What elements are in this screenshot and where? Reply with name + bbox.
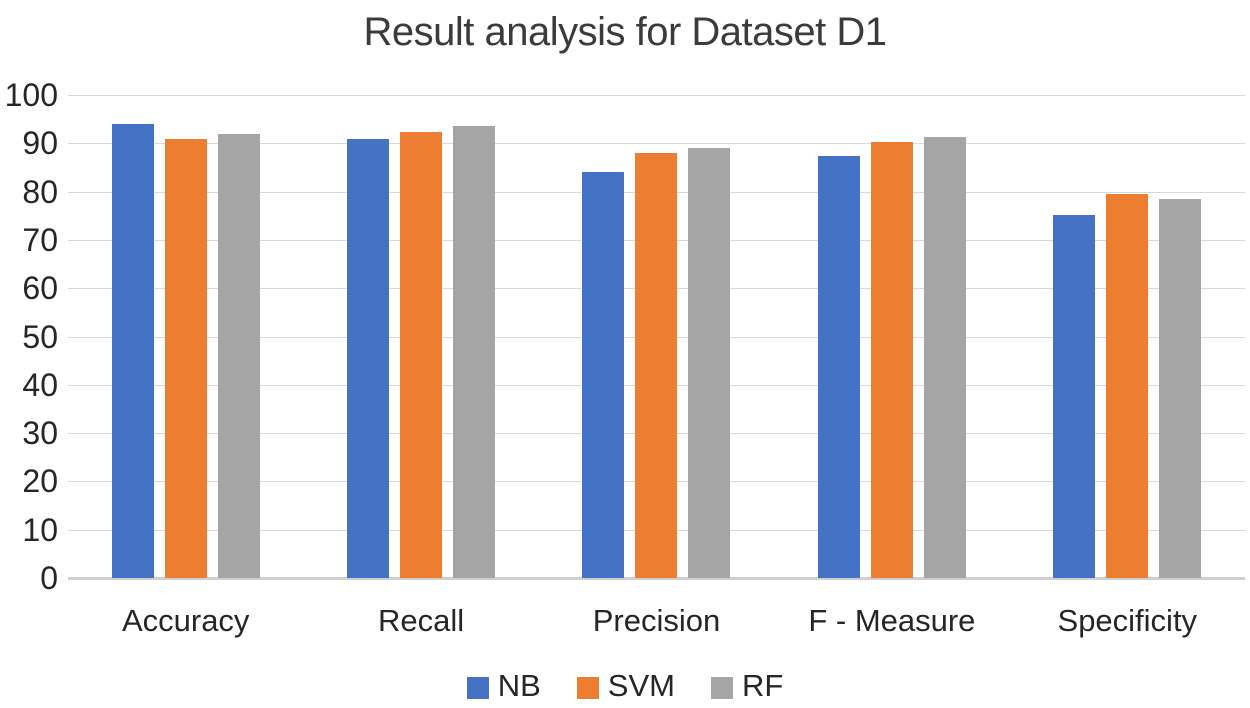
bar-rf (923, 137, 966, 578)
bar-svm (635, 152, 678, 578)
category-label: Recall (378, 603, 465, 638)
chart-title: Result analysis for Dataset D1 (363, 10, 887, 54)
legend-label: NB (497, 668, 541, 703)
y-tick-label: 90 (22, 125, 58, 162)
bar-svm (1106, 193, 1149, 578)
legend-item-nb: NB (466, 668, 541, 704)
y-tick-label: 10 (22, 511, 58, 548)
y-tick-label: 70 (22, 221, 58, 258)
legend: NB SVM RF (0, 668, 1250, 704)
bar-nb (111, 123, 154, 578)
y-tick-label: 40 (22, 366, 58, 403)
bar-rf (217, 133, 260, 578)
bar-nb (817, 156, 860, 578)
x-axis-line (68, 577, 1245, 580)
y-tick-label: 100 (4, 77, 58, 113)
plot-area (68, 95, 1245, 580)
bar-nb (582, 172, 625, 578)
legend-swatch-icon (710, 676, 733, 699)
y-tick-label: 50 (22, 318, 58, 355)
legend-swatch-icon (576, 676, 599, 699)
bar-svm (870, 142, 913, 578)
bar-svm (164, 139, 207, 578)
legend-label: RF (741, 668, 784, 703)
bar-rf (688, 148, 731, 578)
category-label: Specificity (1057, 603, 1198, 638)
bar-nb (347, 139, 390, 578)
category-label: Accuracy (121, 603, 250, 638)
y-tick-label: 0 (40, 560, 58, 596)
bar-rf (1159, 198, 1202, 578)
legend-label: SVM (607, 668, 675, 703)
bar-group-recall (303, 95, 538, 578)
legend-item-svm: SVM (576, 668, 675, 704)
y-tick-label: 20 (22, 463, 58, 500)
gridline (68, 143, 1245, 145)
legend-swatch-icon (466, 676, 489, 699)
gridline (68, 95, 1245, 96)
bar-group-f-measure (774, 95, 1009, 578)
y-tick-label: 60 (22, 270, 58, 307)
category-label: Precision (592, 603, 721, 638)
bar-group-accuracy (68, 95, 303, 578)
bar-rf (453, 126, 496, 578)
bar-svm (400, 131, 443, 578)
y-tick-label: 30 (22, 415, 58, 452)
bar-nb (1053, 214, 1096, 578)
y-tick-label: 80 (22, 173, 58, 210)
bar-group-specificity (1010, 95, 1245, 578)
bar-group-precision (539, 95, 774, 578)
legend-item-rf: RF (710, 668, 784, 704)
category-label: F - Measure (808, 603, 976, 638)
